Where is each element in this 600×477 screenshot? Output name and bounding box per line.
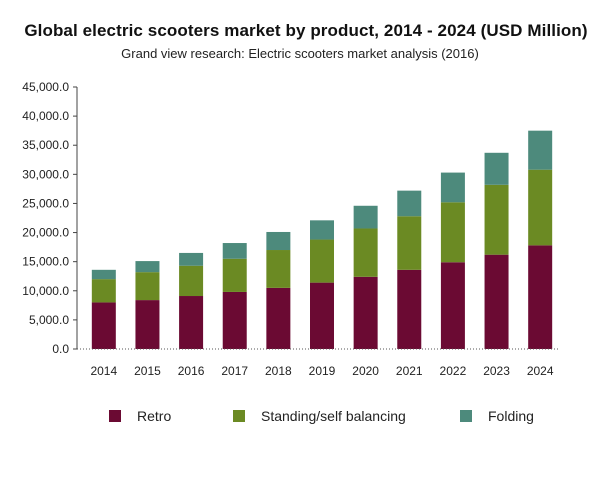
bar-segment-retro-2024 (528, 245, 553, 349)
x-tick-label: 2024 (527, 364, 554, 378)
bar-segment-folding-2019 (310, 220, 334, 240)
bar-segment-standing-self-balancing-2022 (440, 202, 465, 263)
bar-segment-standing-self-balancing-2017 (222, 258, 247, 292)
bar-segment-folding-2014 (91, 269, 116, 280)
bar-segment-standing-self-balancing-2020 (353, 228, 378, 277)
legend-swatch-retro (109, 410, 121, 422)
legend-item-retro: Retro (109, 408, 171, 424)
bar-segment-retro-2022 (440, 262, 465, 349)
bar-segment-standing-self-balancing-2015 (135, 272, 160, 301)
legend-item-folding: Folding (460, 408, 534, 424)
bar-segment-retro-2014 (91, 302, 116, 349)
x-tick-label: 2014 (90, 364, 117, 378)
y-tick-label: 20,000.0 (22, 226, 69, 240)
bar-segment-retro-2019 (310, 282, 334, 349)
chart-title: Global electric scooters market by produ… (24, 21, 588, 40)
x-tick-label: 2020 (352, 364, 379, 378)
bar-segment-standing-self-balancing-2023 (484, 184, 509, 255)
legend-label-folding: Folding (488, 408, 534, 424)
legend-label-retro: Retro (137, 408, 172, 424)
bar-segment-folding-2023 (484, 152, 509, 185)
bar-segment-folding-2015 (135, 261, 160, 273)
y-tick-label: 0.0 (52, 342, 69, 356)
bar-segment-retro-2017 (222, 291, 247, 349)
bar-segment-retro-2021 (397, 269, 422, 349)
bar-segment-folding-2021 (397, 190, 422, 217)
x-tick-label: 2022 (440, 364, 467, 378)
y-tick-label: 35,000.0 (22, 138, 69, 152)
chart-legend: Retro Standing/self balancing Folding (0, 408, 600, 428)
bar-segment-folding-2022 (440, 172, 465, 203)
y-tick-label: 45,000.0 (22, 80, 69, 94)
x-tick-label: 2016 (178, 364, 205, 378)
bar-segment-folding-2018 (266, 231, 291, 251)
x-tick-label: 2015 (134, 364, 161, 378)
legend-swatch-standing (233, 410, 245, 422)
bar-segment-standing-self-balancing-2019 (310, 239, 334, 283)
y-tick-label: 5,000.0 (29, 313, 69, 327)
bar-segment-standing-self-balancing-2016 (179, 265, 204, 297)
bar-segment-folding-2020 (353, 205, 378, 229)
y-tick-label: 30,000.0 (22, 167, 69, 181)
legend-label-standing: Standing/self balancing (261, 408, 406, 424)
x-tick-label: 2018 (265, 364, 292, 378)
legend-item-standing: Standing/self balancing (233, 408, 406, 424)
bar-segment-standing-self-balancing-2024 (528, 169, 553, 246)
bar-segment-retro-2016 (179, 296, 204, 349)
x-tick-label: 2021 (396, 364, 423, 378)
bar-segment-standing-self-balancing-2018 (266, 250, 291, 288)
x-tick-label: 2019 (309, 364, 336, 378)
bar-segment-retro-2015 (135, 300, 160, 349)
legend-swatch-folding (460, 410, 472, 422)
x-tick-label: 2023 (483, 364, 510, 378)
x-tick-label: 2017 (221, 364, 248, 378)
y-tick-label: 25,000.0 (22, 196, 69, 210)
bar-segment-retro-2018 (266, 287, 291, 349)
bar-segment-retro-2020 (353, 276, 378, 349)
y-tick-label: 40,000.0 (22, 109, 69, 123)
bar-segment-folding-2016 (179, 252, 204, 266)
bar-segment-folding-2024 (528, 130, 553, 170)
bar-segment-folding-2017 (222, 243, 247, 259)
y-tick-label: 10,000.0 (22, 284, 69, 298)
y-tick-label: 15,000.0 (22, 255, 69, 269)
bar-segment-standing-self-balancing-2014 (91, 279, 116, 303)
chart-subtitle: Grand view research: Electric scooters m… (121, 46, 479, 61)
bar-segment-standing-self-balancing-2021 (397, 216, 422, 270)
bar-segment-retro-2023 (484, 254, 509, 349)
